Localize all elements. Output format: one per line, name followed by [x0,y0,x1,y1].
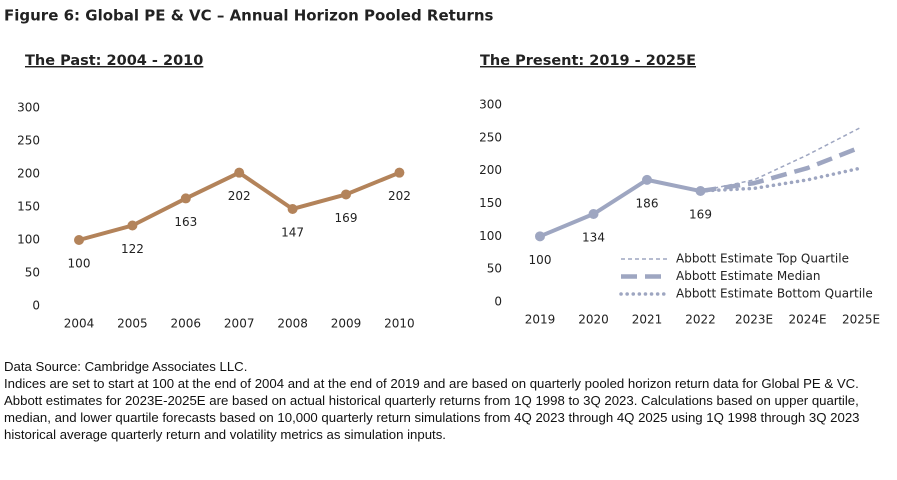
y-tick-label: 0 [494,295,502,309]
data-label: 163 [174,215,197,229]
data-label: 202 [228,189,251,203]
x-tick-label: 2009 [331,317,362,331]
data-label: 169 [689,208,712,222]
x-tick-label: 2005 [117,317,148,331]
legend-label: Abbott Estimate Top Quartile [676,252,849,266]
point [341,189,351,200]
y-tick-label: 300 [479,98,502,112]
y-tick-label: 250 [479,130,502,144]
figure: Figure 6: Global PE & VC – Annual Horizo… [4,7,880,331]
data-label: 169 [335,211,358,225]
note: Indices are set to start at 100 at the e… [4,376,860,442]
chart-title: The Present: 2019 - 2025E [480,53,696,69]
data-label: 186 [636,196,659,210]
point [535,231,545,242]
point [127,220,138,231]
x-tick-label: 2021 [632,313,663,327]
y-tick-label: 100 [17,233,40,247]
x-tick-label: 2023E [735,313,773,327]
y-tick-label: 50 [487,262,502,276]
series-line [78,170,401,242]
y-tick-label: 200 [17,167,40,181]
y-tick-label: 100 [479,229,502,243]
y-tick-label: 300 [17,101,40,115]
y-tick-label: 250 [17,134,40,148]
y-tick-label: 200 [479,163,502,177]
legend-label: Abbott Estimate Bottom Quartile [676,287,873,301]
x-tick-label: 2008 [277,317,308,331]
data-label: 100 [68,257,91,271]
footnotes: Data Source: Cambridge Associates LLC. I… [4,358,894,443]
x-tick-label: 2024E [788,313,826,327]
point [180,193,191,204]
y-tick-label: 150 [17,200,40,214]
source: Data Source: Cambridge Associates LLC. [4,359,248,374]
x-tick-label: 2022 [685,313,716,327]
y-tick-label: 50 [25,266,40,280]
point [74,235,84,245]
series-line [700,144,862,194]
x-tick-label: 2010 [384,317,415,331]
data-label: 202 [388,189,411,203]
figure-title: Figure 6: Global PE & VC – Annual Horizo… [4,7,494,25]
legend-label: Abbott Estimate Median [676,269,820,283]
series-line [698,166,863,193]
point [394,167,405,178]
chart-title: The Past: 2004 - 2010 [25,53,203,69]
series-line [539,177,701,239]
point [588,209,599,220]
point [287,203,298,214]
data-label: 134 [582,231,605,245]
point [234,167,245,178]
data-label: 100 [529,253,552,267]
x-tick-label: 2004 [64,317,95,331]
y-tick-label: 0 [32,299,40,313]
data-label: 122 [121,242,144,256]
x-tick-label: 2006 [171,317,202,331]
x-tick-label: 2020 [578,313,609,327]
x-tick-label: 2019 [525,313,556,327]
data-label: 147 [281,225,304,239]
x-tick-label: 2025E [842,313,880,327]
y-tick-label: 150 [479,196,502,210]
series-line [700,126,862,192]
x-tick-label: 2007 [224,317,255,331]
point [642,174,652,185]
